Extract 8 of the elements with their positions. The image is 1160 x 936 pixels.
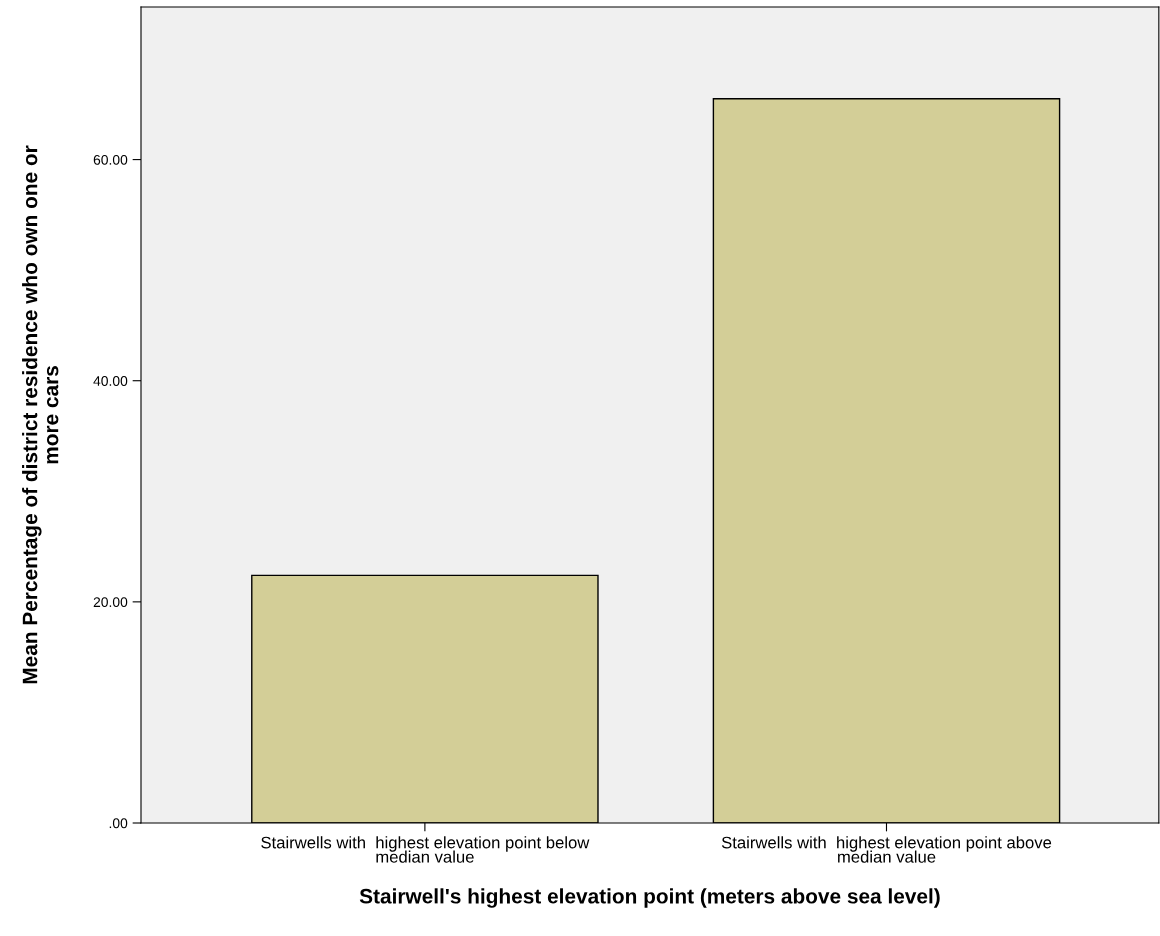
y-tick-label: 20.00: [93, 597, 128, 608]
y-tick-label: 60.00: [93, 154, 128, 165]
x-tick-label: Stairwells with highest elevation point below median value: [261, 836, 590, 863]
y-tick-label: .00: [109, 818, 128, 829]
x-tick-label: Stairwells with highest elevation point above median value: [721, 836, 1052, 863]
y-axis-title: Mean Percentage of district residence who own one or more cars: [22, 145, 59, 684]
y-tick-label: 40.00: [93, 376, 128, 386]
x-axis-title: Stairwell's highest elevation point (meters above sea level): [359, 888, 940, 908]
